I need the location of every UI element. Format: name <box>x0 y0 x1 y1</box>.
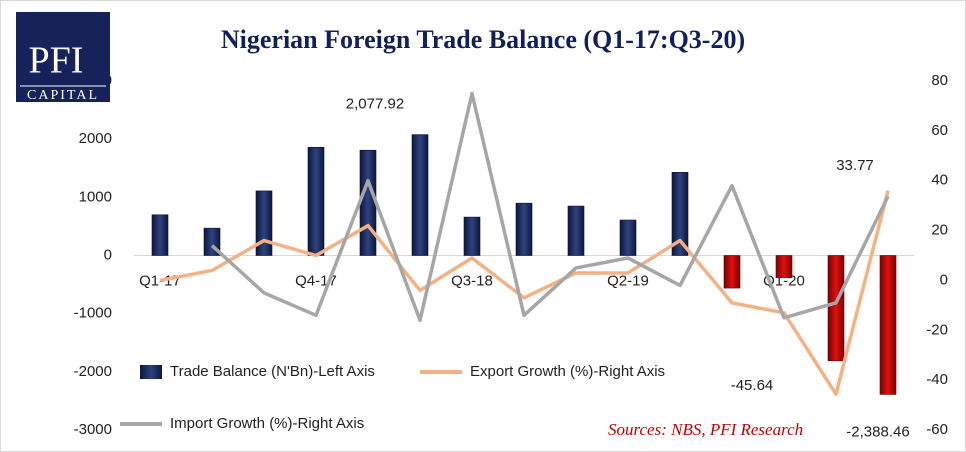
bar <box>307 147 325 256</box>
logo-sub: CAPITAL <box>27 88 99 103</box>
legend-label: Export Growth (%)-Right Axis <box>470 363 665 380</box>
data-label: -2,388.46 <box>846 423 909 440</box>
y-tick-label: 2000 <box>79 130 112 147</box>
legend-label: Trade Balance (N'Bn)-Left Axis <box>170 363 375 380</box>
line <box>210 91 890 323</box>
y2-tick-label: 60 <box>931 122 948 139</box>
x-tick-label: Q1-20 <box>763 272 805 289</box>
y2-tick-label: -40 <box>926 371 948 388</box>
bar <box>151 214 169 256</box>
bar <box>775 255 793 278</box>
legend-swatch <box>140 365 162 379</box>
y-tick-label: -2000 <box>74 363 112 380</box>
y2-tick-label: 80 <box>931 72 948 89</box>
logo-name: PFI <box>29 40 84 82</box>
y-tick-label: 1000 <box>79 188 112 205</box>
bar <box>411 134 429 256</box>
y2-tick-label: -20 <box>926 321 948 338</box>
source: Sources: NBS, PFI Research <box>608 420 803 439</box>
plot: -3000-2000-10000100020003000-60-40-20020… <box>74 72 948 440</box>
bar <box>671 172 689 256</box>
legend-label: Import Growth (%)-Right Axis <box>170 415 364 432</box>
data-label: 33.77 <box>836 157 874 174</box>
chart-title: Nigerian Foreign Trade Balance (Q1-17:Q3… <box>221 25 745 54</box>
logo-box <box>16 12 110 102</box>
x-tick-label: Q2-19 <box>607 272 649 289</box>
y-tick-label: -3000 <box>74 421 112 438</box>
bar <box>463 216 481 256</box>
y2-tick-label: 20 <box>931 222 948 239</box>
y2-tick-label: 0 <box>940 271 948 288</box>
bar <box>723 255 741 289</box>
logo: PFI CAPITAL <box>16 12 110 103</box>
y2-tick-label: 40 <box>931 172 948 189</box>
bar <box>827 255 845 362</box>
bar <box>879 255 897 395</box>
bar <box>255 190 273 256</box>
x-tick-label: Q3-18 <box>451 272 493 289</box>
x-tick-label: Q1-17 <box>139 272 181 289</box>
y2-tick-label: -60 <box>926 421 948 438</box>
bar <box>567 205 585 256</box>
y-tick-label: -1000 <box>74 305 112 322</box>
bar <box>515 202 533 256</box>
data-label: 2,077.92 <box>346 96 404 113</box>
data-label: -45.64 <box>731 377 774 394</box>
y-tick-label: 0 <box>104 246 112 263</box>
bar <box>359 149 377 256</box>
bar <box>619 219 637 256</box>
line <box>159 190 890 396</box>
